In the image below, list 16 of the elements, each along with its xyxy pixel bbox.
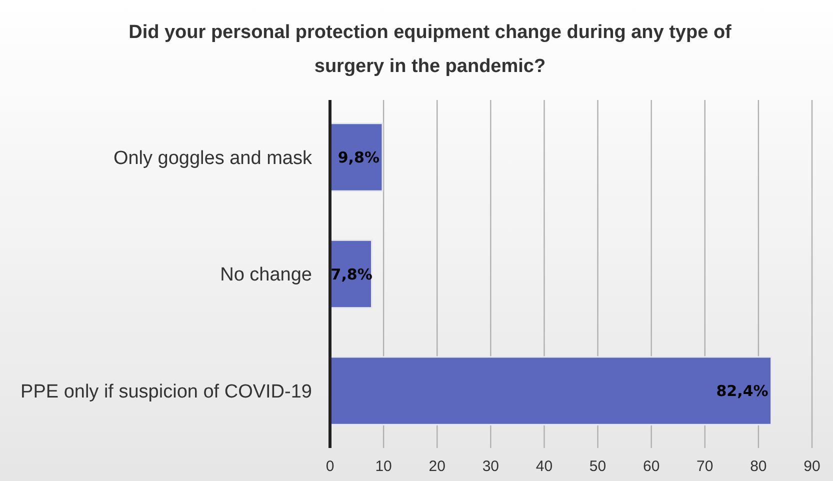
y-tick-label: No change	[220, 264, 312, 286]
x-tick-label: 10	[375, 458, 392, 475]
x-tick-label: 80	[750, 458, 767, 475]
x-tick-label: 0	[326, 458, 334, 475]
x-tick-label: 40	[536, 458, 553, 475]
data-label: 9,8%	[338, 148, 380, 166]
x-tick-label: 70	[696, 458, 714, 475]
x-tick-label: 90	[804, 458, 820, 475]
x-tick-label: 60	[642, 458, 660, 475]
data-label: 82,4%	[716, 382, 768, 400]
chart-title: Did your personal protection equipment change during any type of surgery in the pandemic?	[128, 22, 732, 77]
x-tick-label: 20	[428, 458, 446, 475]
x-tick-label: 30	[482, 458, 500, 475]
y-tick-label: PPE only if suspicion of COVID-19	[20, 381, 312, 402]
x-tick-label: 50	[589, 458, 606, 475]
y-tick-label: Only goggles and mask	[113, 148, 312, 169]
